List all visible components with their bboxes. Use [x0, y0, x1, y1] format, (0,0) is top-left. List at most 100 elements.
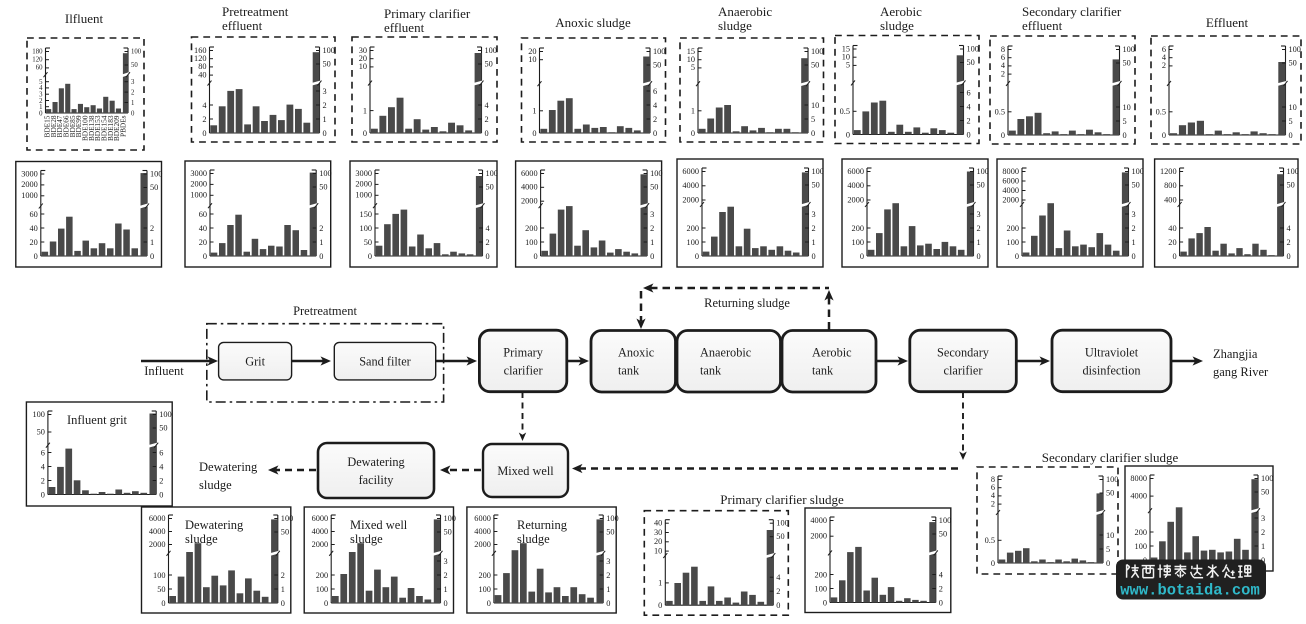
svg-text:BDE100: BDE100 — [81, 115, 90, 141]
svg-text:50: 50 — [967, 58, 975, 67]
svg-text:20: 20 — [654, 537, 662, 546]
svg-text:0: 0 — [281, 599, 285, 608]
svg-text:2: 2 — [967, 116, 971, 125]
svg-text:50: 50 — [281, 527, 289, 536]
svg-text:6: 6 — [967, 88, 971, 97]
svg-text:30: 30 — [654, 528, 662, 537]
svg-text:100: 100 — [316, 585, 328, 594]
svg-text:0: 0 — [532, 129, 536, 138]
svg-text:Anaerobic: Anaerobic — [700, 346, 752, 360]
svg-text:1200: 1200 — [1160, 167, 1177, 176]
svg-text:8000: 8000 — [1002, 167, 1019, 176]
svg-text:0: 0 — [691, 129, 695, 138]
svg-text:100: 100 — [1123, 45, 1135, 54]
svg-text:40: 40 — [30, 224, 38, 233]
svg-text:40: 40 — [1168, 224, 1176, 233]
svg-text:50: 50 — [157, 585, 165, 594]
svg-text:0: 0 — [487, 599, 491, 608]
svg-text:50: 50 — [812, 180, 820, 189]
svg-text:0: 0 — [606, 599, 610, 608]
svg-text:BDE183: BDE183 — [106, 115, 115, 141]
svg-text:2000: 2000 — [847, 195, 864, 204]
svg-text:0: 0 — [812, 252, 816, 261]
svg-text:100: 100 — [812, 167, 824, 176]
svg-text:50: 50 — [1123, 58, 1131, 67]
svg-text:sludge: sludge — [199, 478, 232, 492]
svg-text:0: 0 — [203, 252, 207, 261]
svg-text:50: 50 — [486, 182, 494, 191]
svg-text:BDE154: BDE154 — [100, 115, 109, 141]
svg-text:200: 200 — [815, 570, 827, 579]
svg-text:0: 0 — [41, 490, 45, 499]
svg-text:Effluent: Effluent — [1206, 15, 1249, 30]
svg-text:3: 3 — [812, 210, 816, 219]
svg-text:2: 2 — [486, 238, 490, 247]
svg-text:4: 4 — [939, 570, 944, 579]
svg-text:3000: 3000 — [190, 169, 207, 178]
svg-text:2: 2 — [41, 476, 45, 485]
svg-text:1: 1 — [323, 115, 327, 124]
svg-text:Secondary: Secondary — [937, 345, 990, 359]
svg-text:150: 150 — [360, 210, 372, 219]
svg-text:Dewatering: Dewatering — [347, 455, 404, 469]
svg-text:10: 10 — [1106, 531, 1114, 540]
svg-text:15: 15 — [687, 47, 695, 56]
svg-text:40: 40 — [198, 70, 206, 79]
svg-text:50: 50 — [485, 59, 493, 68]
svg-text:Primary clarifier sludge: Primary clarifier sludge — [720, 492, 844, 507]
svg-text:tank: tank — [700, 364, 722, 378]
svg-text:100: 100 — [319, 169, 331, 178]
svg-text:3: 3 — [650, 210, 654, 219]
svg-text:3: 3 — [444, 557, 448, 566]
svg-text:1000: 1000 — [190, 191, 207, 200]
svg-text:0.5: 0.5 — [840, 107, 850, 116]
svg-text:2: 2 — [653, 115, 657, 124]
svg-text:4000: 4000 — [474, 527, 491, 536]
svg-text:10: 10 — [359, 62, 367, 71]
svg-text:6000: 6000 — [847, 167, 864, 176]
svg-text:2: 2 — [991, 499, 995, 508]
svg-text:4: 4 — [202, 101, 207, 110]
svg-text:1: 1 — [281, 585, 285, 594]
svg-text:100: 100 — [650, 169, 662, 178]
svg-text:100: 100 — [525, 238, 537, 247]
svg-text:20: 20 — [30, 238, 38, 247]
svg-text:0.5: 0.5 — [995, 108, 1005, 117]
svg-text:0: 0 — [159, 490, 163, 499]
svg-text:Dewatering: Dewatering — [199, 460, 258, 474]
svg-text:3: 3 — [323, 87, 327, 96]
svg-text:2000: 2000 — [355, 180, 372, 189]
svg-text:50: 50 — [1289, 58, 1297, 67]
svg-text:2: 2 — [131, 89, 135, 96]
svg-text:Anoxic: Anoxic — [618, 346, 655, 360]
svg-text:4: 4 — [1162, 53, 1167, 62]
svg-text:1: 1 — [812, 238, 816, 247]
svg-text:0: 0 — [977, 252, 981, 261]
svg-text:0: 0 — [653, 129, 657, 138]
svg-text:Primary clarifier: Primary clarifier — [384, 6, 471, 21]
svg-text:10: 10 — [1289, 103, 1297, 112]
svg-text:40: 40 — [654, 519, 662, 528]
svg-text:100: 100 — [281, 514, 293, 523]
svg-text:400: 400 — [1164, 195, 1176, 204]
svg-text:Aerobic: Aerobic — [812, 346, 852, 360]
svg-text:1: 1 — [319, 238, 323, 247]
svg-text:15: 15 — [842, 44, 850, 53]
svg-text:BDE85: BDE85 — [68, 115, 77, 137]
svg-text:clarifier: clarifier — [504, 363, 543, 377]
svg-text:6000: 6000 — [312, 514, 329, 523]
svg-text:0: 0 — [939, 598, 943, 607]
svg-text:tank: tank — [618, 364, 640, 378]
svg-text:0: 0 — [1123, 131, 1127, 140]
svg-text:2000: 2000 — [682, 195, 699, 204]
svg-text:0: 0 — [1289, 131, 1293, 140]
svg-text:3: 3 — [977, 210, 981, 219]
svg-text:0: 0 — [323, 129, 327, 138]
svg-text:2: 2 — [1261, 528, 1265, 537]
svg-text:4: 4 — [1001, 61, 1006, 70]
svg-text:100: 100 — [967, 44, 979, 53]
svg-text:100: 100 — [1287, 167, 1299, 176]
svg-text:1: 1 — [1261, 542, 1265, 551]
svg-text:6000: 6000 — [1002, 176, 1019, 185]
svg-text:6000: 6000 — [149, 514, 166, 523]
